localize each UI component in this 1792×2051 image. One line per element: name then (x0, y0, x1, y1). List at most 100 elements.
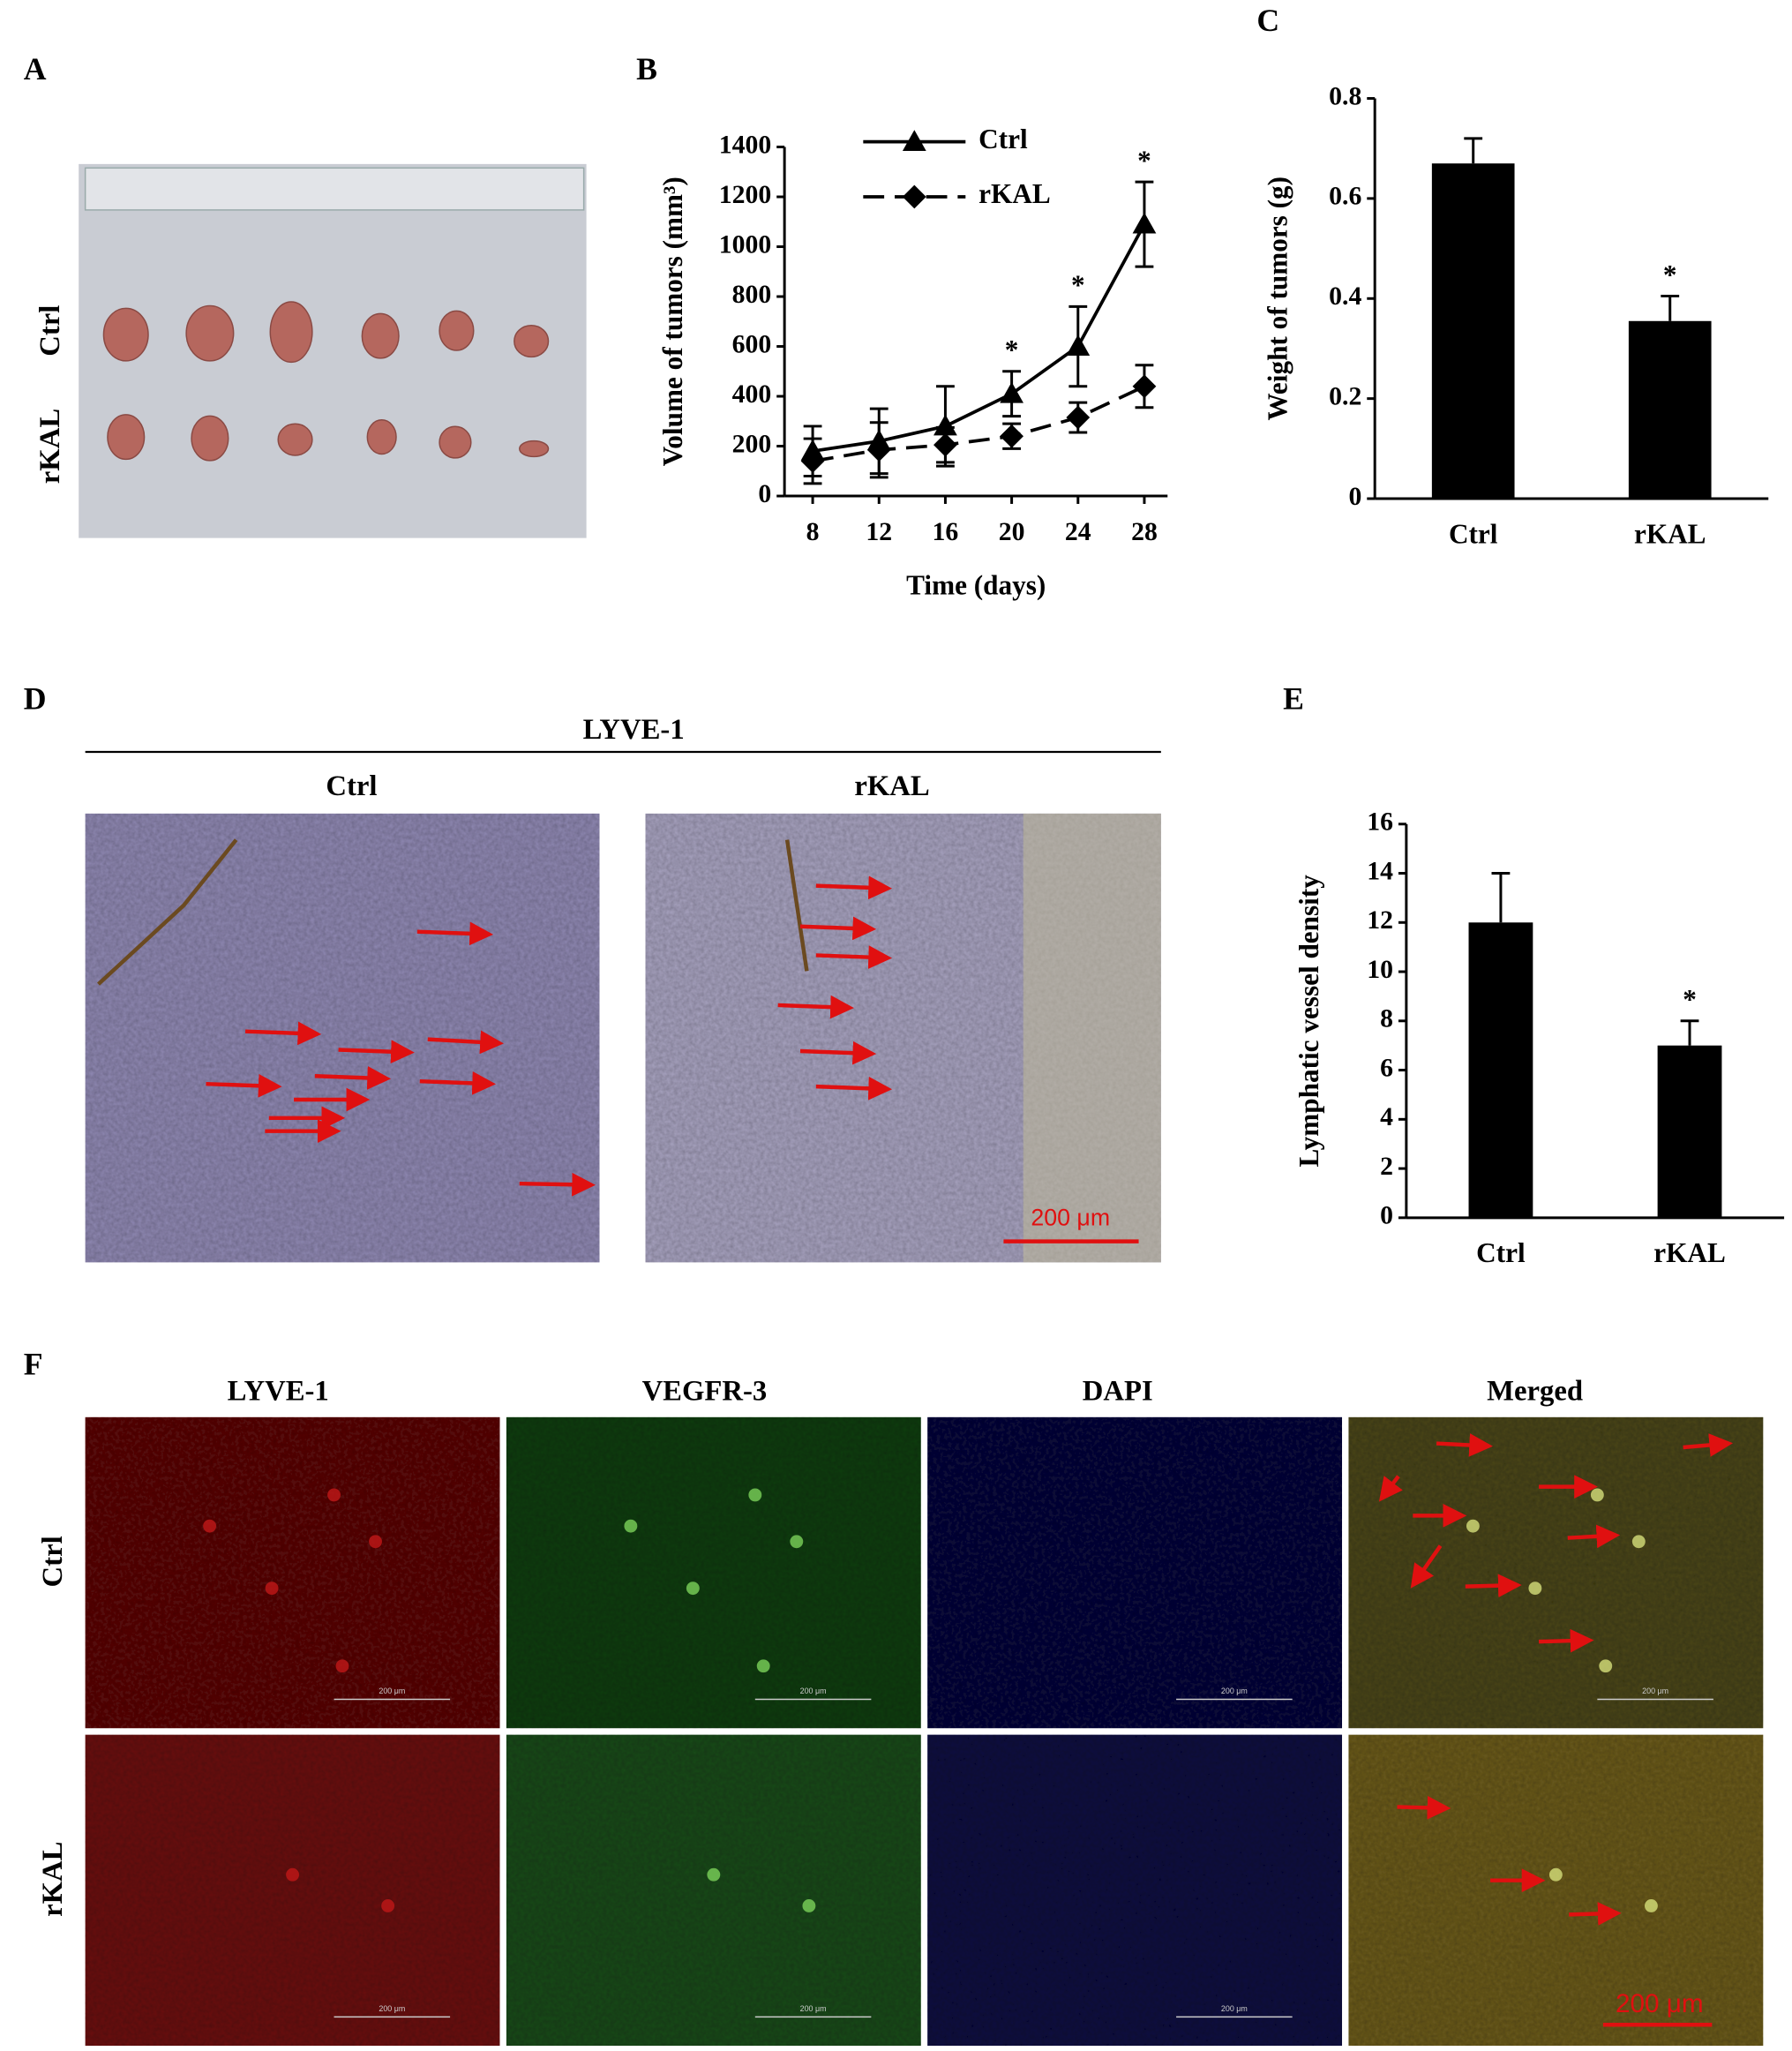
arrow (1569, 1902, 1622, 1926)
data-point (1066, 405, 1091, 430)
legend-label: Ctrl (978, 124, 1028, 154)
bar (1431, 163, 1515, 500)
y-tick-label: 200 (732, 430, 772, 458)
bar (1468, 922, 1533, 1218)
panel-label: E (1283, 681, 1304, 717)
data-point (933, 432, 957, 457)
y-tick-label: 4 (1380, 1103, 1393, 1131)
stained-vessel (686, 1581, 700, 1596)
tumor-photo (79, 163, 587, 538)
stained-vessel (1645, 1899, 1658, 1912)
y-tick-label: 800 (732, 281, 772, 309)
data-point (866, 438, 891, 462)
x-tick-label: 28 (1131, 518, 1158, 546)
bar (1628, 320, 1712, 500)
scale-bar-label: 200 μm (1221, 1687, 1248, 1695)
micrograph (85, 1416, 500, 1729)
x-tick-label: Ctrl (1476, 1237, 1526, 1268)
arrow (1683, 1433, 1734, 1457)
bar (1657, 1045, 1722, 1218)
y-tick-label: 0 (1348, 483, 1361, 511)
column-label: LYVE-1 (228, 1376, 329, 1408)
stained-vessel (369, 1535, 382, 1549)
y-tick-label: 0.8 (1329, 82, 1361, 110)
x-tick-label: 24 (1065, 518, 1091, 546)
scale-bar-label: 200 μm (1221, 2004, 1248, 2013)
y-axis-label: Volume of tumors (mm³) (657, 177, 688, 466)
error-bar (1464, 137, 1483, 164)
x-tick-label: Ctrl (1449, 518, 1498, 549)
y-tick-label: 0.2 (1329, 382, 1361, 410)
y-tick-label: 1000 (719, 230, 771, 259)
panel-label: F (24, 1347, 43, 1382)
error-bar (1491, 872, 1511, 923)
stained-vessel (1599, 1659, 1613, 1673)
stained-vessel (327, 1488, 341, 1502)
data-point (800, 449, 825, 473)
y-tick-label: 600 (732, 330, 772, 358)
significance-label: * (1683, 984, 1697, 1015)
stained-vessel (381, 1899, 395, 1912)
micrograph (506, 1734, 921, 2047)
significance-label: * (1137, 145, 1151, 176)
row-label: rKAL (34, 409, 66, 484)
significance-label: * (1005, 334, 1019, 365)
stained-vessel (1528, 1581, 1542, 1596)
ihc-image (85, 813, 1161, 1263)
y-tick-label: 2 (1380, 1153, 1393, 1181)
fluorescence-images: 200 μm 200 μm 200 μm 200 μm 200 μm 200 μm 200 … (85, 1416, 1764, 2047)
column-label: DAPI (1083, 1376, 1153, 1408)
x-tick-label: 16 (933, 518, 959, 546)
data-point (1132, 374, 1157, 399)
data-point (1132, 212, 1157, 234)
micrograph (1348, 1734, 1764, 2047)
y-tick-label: 1400 (719, 131, 771, 159)
data-point (933, 414, 957, 436)
stained-vessel (707, 1867, 721, 1882)
scale-bar-label: 200 μm (379, 2004, 405, 2013)
column-label: VEGFR-3 (642, 1376, 768, 1408)
micrograph (927, 1734, 1343, 2047)
scale-bar-label: 200 μm (1642, 1687, 1668, 1695)
stained-vessel (790, 1535, 804, 1549)
x-tick-label: rKAL (1634, 518, 1706, 549)
error-bar (1661, 294, 1680, 321)
scale-bar-label: 200 μm (800, 1687, 827, 1695)
data-point (1000, 381, 1023, 403)
series-line (812, 385, 1145, 463)
y-tick-label: 0.4 (1329, 282, 1361, 311)
significance-label: * (1071, 270, 1085, 301)
y-tick-label: 0.6 (1329, 183, 1361, 211)
panel-title: LYVE-1 (583, 714, 685, 746)
arrow (1465, 1574, 1522, 1598)
scale-bar-label: 200 μm (1031, 1204, 1110, 1230)
stained-vessel (265, 1581, 279, 1596)
data-point (1066, 334, 1091, 356)
stained-vessel (1631, 1535, 1646, 1549)
arrow (1410, 1544, 1443, 1589)
stained-vessel (335, 1659, 349, 1673)
scale-bar-label: 200 μm (1616, 1989, 1704, 2018)
panel-label: C (1256, 3, 1279, 38)
micrograph (85, 1734, 500, 2047)
row-label: rKAL (37, 1842, 69, 1917)
y-tick-label: 6 (1380, 1054, 1393, 1082)
column-label: Merged (1487, 1376, 1583, 1408)
y-axis-label: Weight of tumors (g) (1262, 177, 1293, 421)
column-label: Ctrl (326, 770, 377, 802)
stained-vessel (748, 1488, 762, 1502)
stained-vessel (1466, 1519, 1480, 1533)
panel-label: D (24, 681, 47, 717)
y-tick-label: 400 (732, 380, 772, 409)
y-tick-label: 10 (1367, 956, 1393, 984)
stained-vessel (1548, 1867, 1563, 1882)
arrow (1436, 1433, 1493, 1457)
data-point (1000, 424, 1023, 448)
y-tick-label: 0 (758, 480, 771, 508)
arrow (1378, 1475, 1403, 1502)
legend-label: rKAL (978, 178, 1051, 209)
y-axis-label: Lymphatic vessel density (1293, 875, 1324, 1168)
x-tick-label: 20 (999, 518, 1025, 546)
stained-vessel (203, 1519, 217, 1533)
x-tick-label: 8 (806, 518, 820, 546)
